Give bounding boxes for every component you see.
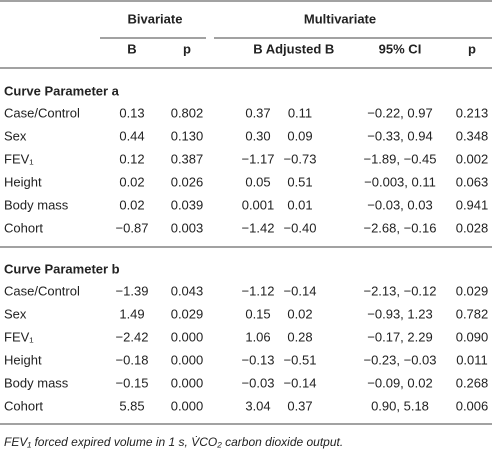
cell: 0.02 [119,197,144,212]
cell: 0.003 [171,220,204,235]
cell: 0.268 [456,375,489,390]
column-header: 95% CI [379,41,422,56]
cell: 0.941 [456,197,489,212]
row-label: Height [4,352,42,367]
footnote: FEV₁ forced expired volume in 1 s, V̇CO₂… [4,435,343,449]
cell: 0.006 [456,398,489,413]
cell: −0.22, 0.97 [367,105,432,120]
cell: 3.04 [245,398,270,413]
cell: 0.000 [171,352,204,367]
cell: 0.30 [245,128,270,143]
row-label: Case/Control [4,283,80,298]
cell: 0.039 [171,197,204,212]
row-label: FEV₁ [4,151,34,166]
cell: 0.029 [456,283,489,298]
cell: −0.18 [116,352,149,367]
cell: −0.17, 2.29 [367,329,432,344]
cell: −0.003, 0.11 [364,174,436,189]
cell: 0.213 [456,105,489,120]
cell: 0.02 [119,174,144,189]
row-label: Body mass [4,375,69,390]
cell: 5.85 [119,398,144,413]
cell: 0.011 [456,352,488,367]
cell: 0.026 [171,174,204,189]
cell: −0.03, 0.03 [367,197,432,212]
cell: 0.001 [242,197,275,212]
cell: −1.89, −0.45 [363,151,436,166]
column-header: p [468,41,476,56]
cell: 0.348 [456,128,489,143]
cell: 0.063 [456,174,489,189]
cell: 1.06 [245,329,270,344]
cell: 0.043 [171,283,204,298]
cell: −0.51 [284,352,317,367]
cell: 0.090 [456,329,489,344]
cell: 0.802 [171,105,204,120]
cell: −2.68, −0.16 [363,220,436,235]
cell: 1.49 [119,306,144,321]
row-label: Body mass [4,197,69,212]
cell: −0.13 [242,352,275,367]
row-label: FEV₁ [4,329,34,344]
cell: −1.39 [116,283,149,298]
cell: −0.14 [284,283,317,298]
cell: 0.90, 5.18 [371,398,429,413]
section-title: Curve Parameter b [4,261,120,276]
cell: 0.51 [287,174,312,189]
group-header: Multivariate [304,11,376,26]
cell: 0.000 [171,398,204,413]
cell: 0.28 [287,329,312,344]
cell: 0.05 [245,174,270,189]
cell: 0.028 [456,220,489,235]
cell: 0.002 [456,151,489,166]
column-header: Adjusted B [266,41,335,56]
row-label: Case/Control [4,105,80,120]
cell: −2.42 [116,329,149,344]
cell: 0.01 [287,197,312,212]
cell: −0.87 [116,220,149,235]
cell: −0.14 [284,375,317,390]
cell: −2.13, −0.12 [363,283,436,298]
cell: −0.23, −0.03 [363,352,436,367]
column-header: p [183,41,191,56]
cell: 0.02 [287,306,312,321]
cell: 0.387 [171,151,204,166]
cell: −0.03 [242,375,275,390]
row-label: Height [4,174,42,189]
cell: 0.12 [119,151,144,166]
cell: 0.029 [171,306,204,321]
cell: −0.93, 1.23 [367,306,432,321]
cell: 0.130 [171,128,204,143]
cell: −0.15 [116,375,149,390]
row-label: Cohort [4,220,43,235]
cell: 0.37 [245,105,270,120]
column-header: B [127,41,136,56]
row-label: Sex [4,128,27,143]
cell: 0.37 [287,398,312,413]
cell: −0.33, 0.94 [367,128,432,143]
cell: 0.000 [171,329,204,344]
cell: 0.15 [245,306,270,321]
cell: −0.73 [284,151,317,166]
section-title: Curve Parameter a [4,83,120,98]
cell: 0.11 [288,105,312,120]
cell: −1.17 [242,151,275,166]
row-label: Sex [4,306,27,321]
cell: 0.44 [119,128,144,143]
cell: −0.40 [284,220,317,235]
cell: −0.09, 0.02 [367,375,432,390]
cell: 0.09 [287,128,312,143]
cell: 0.13 [119,105,144,120]
cell: −1.42 [242,220,275,235]
cell: 0.782 [456,306,489,321]
cell: −1.12 [242,283,275,298]
column-header: B [253,41,262,56]
row-label: Cohort [4,398,43,413]
group-header: Bivariate [128,11,183,26]
cell: 0.000 [171,375,204,390]
